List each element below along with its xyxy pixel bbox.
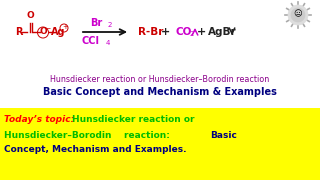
Text: Br: Br <box>90 18 102 28</box>
Text: Hunsdiecker reaction or: Hunsdiecker reaction or <box>72 116 195 125</box>
Text: Hunsdiecker reaction or Hunsdiecker–Borodin reaction: Hunsdiecker reaction or Hunsdiecker–Boro… <box>50 75 270 84</box>
Circle shape <box>291 8 305 22</box>
Text: 2: 2 <box>108 22 112 28</box>
Bar <box>0 108 320 180</box>
Text: R-Br: R-Br <box>138 27 164 37</box>
Text: Concept, Mechanism and Examples.: Concept, Mechanism and Examples. <box>4 145 187 154</box>
Text: +: + <box>196 27 206 37</box>
Text: O: O <box>26 11 34 20</box>
Text: Hunsdiecker–Borodin    reaction:: Hunsdiecker–Borodin reaction: <box>4 130 170 140</box>
Circle shape <box>288 5 308 25</box>
Text: 😐: 😐 <box>294 10 302 19</box>
Text: 4: 4 <box>106 40 110 46</box>
Bar <box>0 0 320 108</box>
Text: AgBr: AgBr <box>208 27 236 37</box>
Text: Basic Concept and Mechanism & Examples: Basic Concept and Mechanism & Examples <box>43 87 277 97</box>
Text: Basic: Basic <box>210 130 237 140</box>
Text: Ag: Ag <box>51 27 65 37</box>
Text: −: − <box>45 26 50 30</box>
Text: +: + <box>161 27 171 37</box>
Text: Today’s topic:: Today’s topic: <box>4 116 77 125</box>
Text: +: + <box>62 24 68 30</box>
Text: R: R <box>15 27 22 37</box>
Text: CCl: CCl <box>82 36 100 46</box>
Text: O: O <box>39 28 47 37</box>
Text: 2: 2 <box>190 30 194 37</box>
Text: CO: CO <box>176 27 192 37</box>
